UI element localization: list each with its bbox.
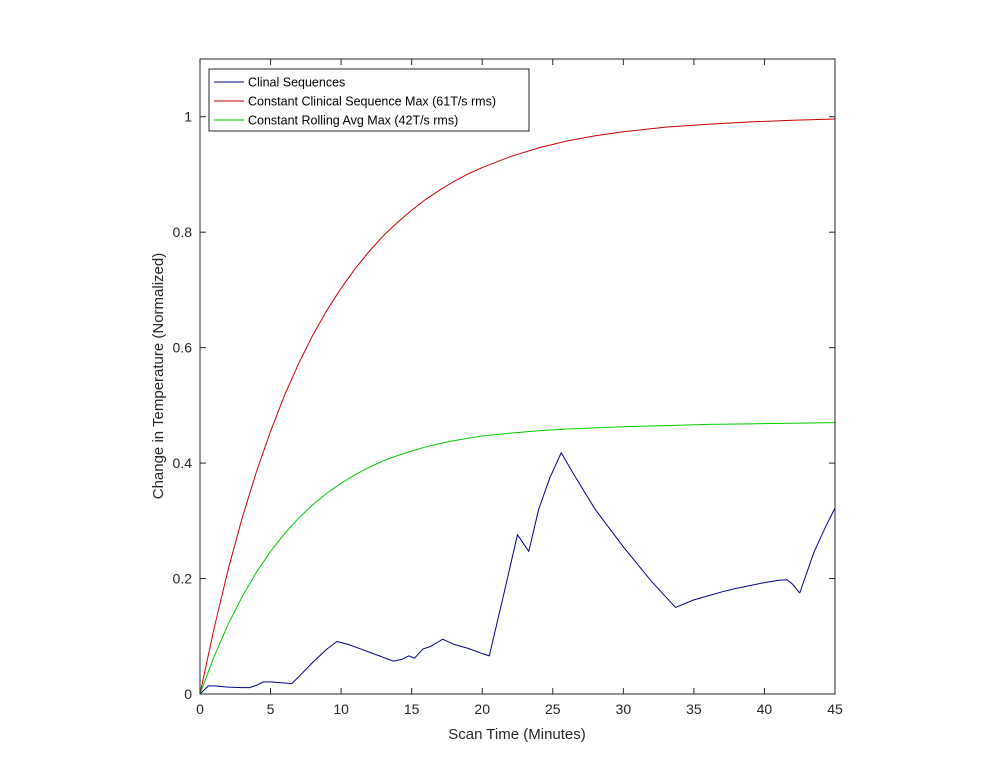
x-tick-label: 35 <box>686 701 702 717</box>
x-tick-label: 20 <box>474 701 490 717</box>
plot-area <box>200 59 835 694</box>
legend-label-2: Constant Rolling Avg Max (42T/s rms) <box>248 114 458 128</box>
y-tick-label: 0.2 <box>173 571 193 587</box>
y-tick-label: 0 <box>184 686 192 702</box>
legend-label-1: Constant Clinical Sequence Max (61T/s rm… <box>248 95 496 109</box>
legend-label-0: Clinal Sequences <box>248 76 345 90</box>
x-tick-label: 0 <box>196 701 204 717</box>
x-tick-label: 30 <box>616 701 632 717</box>
legend-box <box>208 68 530 132</box>
x-axis: 0 5 10 15 20 25 30 35 40 45 <box>196 59 843 717</box>
x-axis-label: Scan Time (Minutes) <box>448 726 586 743</box>
series-layer <box>199 118 836 695</box>
x-tick-label: 15 <box>404 701 420 717</box>
y-tick-label: 1 <box>184 109 192 125</box>
series-line-0 <box>199 452 836 695</box>
x-tick-label: 5 <box>267 701 275 717</box>
plot-frame <box>199 58 836 695</box>
y-axis-label: Change in Temperature (Normalized) <box>150 253 167 500</box>
y-tick-label: 0.8 <box>173 224 193 240</box>
legend: Clinal Sequences Constant Clinical Sequen… <box>208 68 530 132</box>
x-tick-label: 10 <box>333 701 349 717</box>
x-tick-label: 40 <box>757 701 773 717</box>
x-tick-label: 45 <box>827 701 843 717</box>
y-tick-label: 0.6 <box>173 340 193 356</box>
y-tick-label: 0.4 <box>173 455 193 471</box>
series-line-2 <box>199 422 836 695</box>
x-tick-label: 25 <box>545 701 561 717</box>
series-line-1 <box>199 118 836 695</box>
y-axis: 0 0.2 0.4 0.6 0.8 1 <box>173 109 835 702</box>
